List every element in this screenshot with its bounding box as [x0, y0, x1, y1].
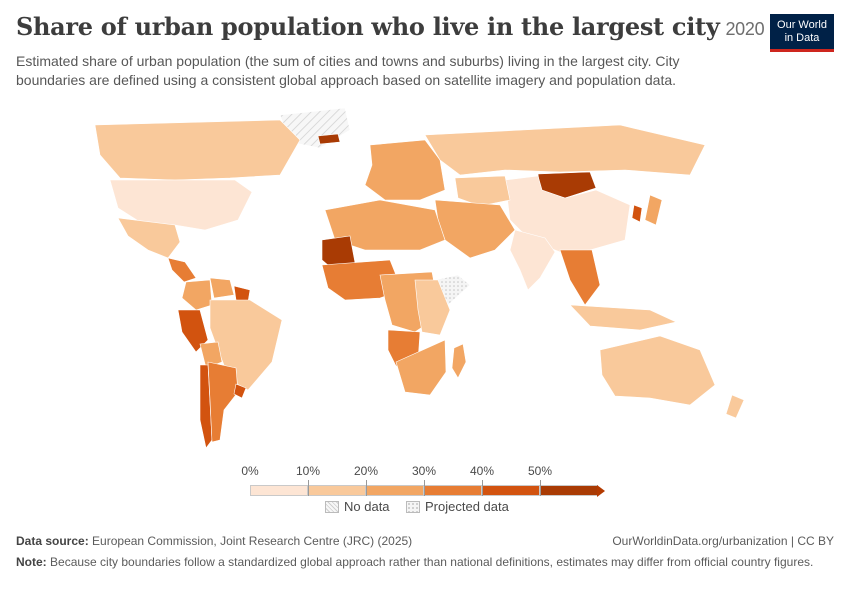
country-iceland[interactable]: Iceland	[317, 133, 341, 145]
logo-line-1: Our World	[777, 19, 827, 31]
country-indonesia[interactable]: Indonesia	[569, 304, 677, 331]
legend-tick-label: 0%	[241, 464, 259, 478]
no-data-swatch	[325, 500, 339, 513]
source-url[interactable]: OurWorldinData.org/urbanization | CC BY	[612, 534, 834, 548]
country-kazakhstan[interactable]: Kazakhstan	[454, 175, 511, 207]
country-west-africa[interactable]: West Africa	[321, 259, 403, 301]
source-label: Data source:	[16, 534, 89, 548]
legend-tick-label: 50%	[527, 464, 553, 478]
country-east-africa[interactable]: East Africa	[414, 279, 451, 336]
country-madagascar[interactable]: Madagascar	[451, 343, 467, 379]
logo-line-2: in Data	[784, 32, 820, 44]
country-argentina[interactable]: Argentina	[207, 361, 239, 443]
country-southeast-asia[interactable]: Southeast Asia	[559, 249, 601, 306]
country-colombia[interactable]: Colombia	[181, 279, 213, 311]
no-data-label: No data	[344, 499, 390, 514]
legend-bin-3[interactable]	[424, 485, 482, 496]
country-bolivia[interactable]: Bolivia	[199, 341, 223, 369]
title-year: 2020	[725, 19, 765, 39]
projected-data-swatch	[406, 500, 420, 513]
country-canada[interactable]: Canada	[94, 119, 301, 181]
country-europe[interactable]: Europe	[364, 139, 446, 201]
chart-subtitle: Estimated share of urban population (the…	[16, 53, 680, 88]
country-guianas[interactable]: Guianas	[233, 285, 251, 303]
legend-bin-1[interactable]	[308, 485, 366, 496]
map-legend: 0% 10% 20% 30% 40% 50% No data Projected data	[240, 458, 610, 518]
legend-tick-mark	[366, 480, 367, 496]
legend-open-arrow	[597, 484, 605, 497]
legend-bin-2[interactable]	[366, 485, 424, 496]
chart-title: Share of urban population who live in th…	[16, 12, 765, 41]
legend-tick-label: 20%	[353, 464, 379, 478]
country-middle-east[interactable]: Middle East	[434, 199, 516, 259]
legend-tick-label: 10%	[295, 464, 321, 478]
legend-tick-mark	[308, 480, 309, 496]
country-russia[interactable]: Russia	[424, 124, 706, 176]
world-map[interactable]: GreenlandCanadaUnited StatesMexicoCentra…	[0, 100, 850, 455]
legend-tick-mark	[482, 480, 483, 496]
legend-no-data[interactable]: No data	[325, 499, 390, 514]
legend-projected[interactable]: Projected data	[406, 499, 509, 514]
country-venezuela[interactable]: Venezuela	[209, 277, 235, 299]
owid-logo[interactable]: Our World in Data	[770, 14, 834, 52]
country-uruguay[interactable]: Uruguay	[233, 383, 247, 399]
country-india[interactable]: India	[509, 229, 556, 291]
country-southern-africa[interactable]: Southern Africa	[395, 339, 447, 396]
legend-bin-5[interactable]	[540, 485, 598, 496]
title-text: Share of urban population who live in th…	[16, 12, 720, 41]
legend-bin-4[interactable]	[482, 485, 540, 496]
data-source: Data source: European Commission, Joint …	[16, 534, 834, 548]
legend-tick-label: 40%	[469, 464, 495, 478]
country-new-zealand[interactable]: New Zealand	[725, 394, 745, 419]
country-united-states[interactable]: United States	[109, 179, 253, 231]
legend-tick-label: 30%	[411, 464, 437, 478]
projected-data-label: Projected data	[425, 499, 509, 514]
legend-bin-0[interactable]	[250, 485, 308, 496]
note-label: Note:	[16, 555, 47, 569]
source-text[interactable]: European Commission, Joint Research Cent…	[92, 534, 413, 548]
country-korea[interactable]: Korea	[631, 204, 643, 223]
footnote: Note: Because city boundaries follow a s…	[16, 554, 834, 570]
note-text: Because city boundaries follow a standar…	[50, 555, 814, 569]
legend-tick-mark	[540, 480, 541, 496]
country-australia[interactable]: Australia	[599, 335, 716, 406]
legend-tick-mark	[424, 480, 425, 496]
country-central-america[interactable]: Central America	[167, 257, 197, 283]
country-japan[interactable]: Japan	[644, 194, 663, 226]
